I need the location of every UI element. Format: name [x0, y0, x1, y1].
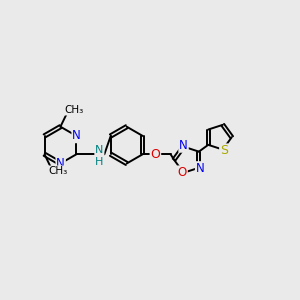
- Text: N: N: [196, 162, 205, 175]
- Text: N
H: N H: [95, 145, 104, 167]
- Text: CH₃: CH₃: [48, 166, 68, 176]
- Text: O: O: [178, 166, 187, 179]
- Text: O: O: [150, 148, 160, 161]
- Text: S: S: [220, 144, 228, 157]
- Text: N: N: [179, 139, 188, 152]
- Text: CH₃: CH₃: [64, 105, 84, 115]
- Text: N: N: [56, 157, 65, 170]
- Text: N: N: [72, 129, 81, 142]
